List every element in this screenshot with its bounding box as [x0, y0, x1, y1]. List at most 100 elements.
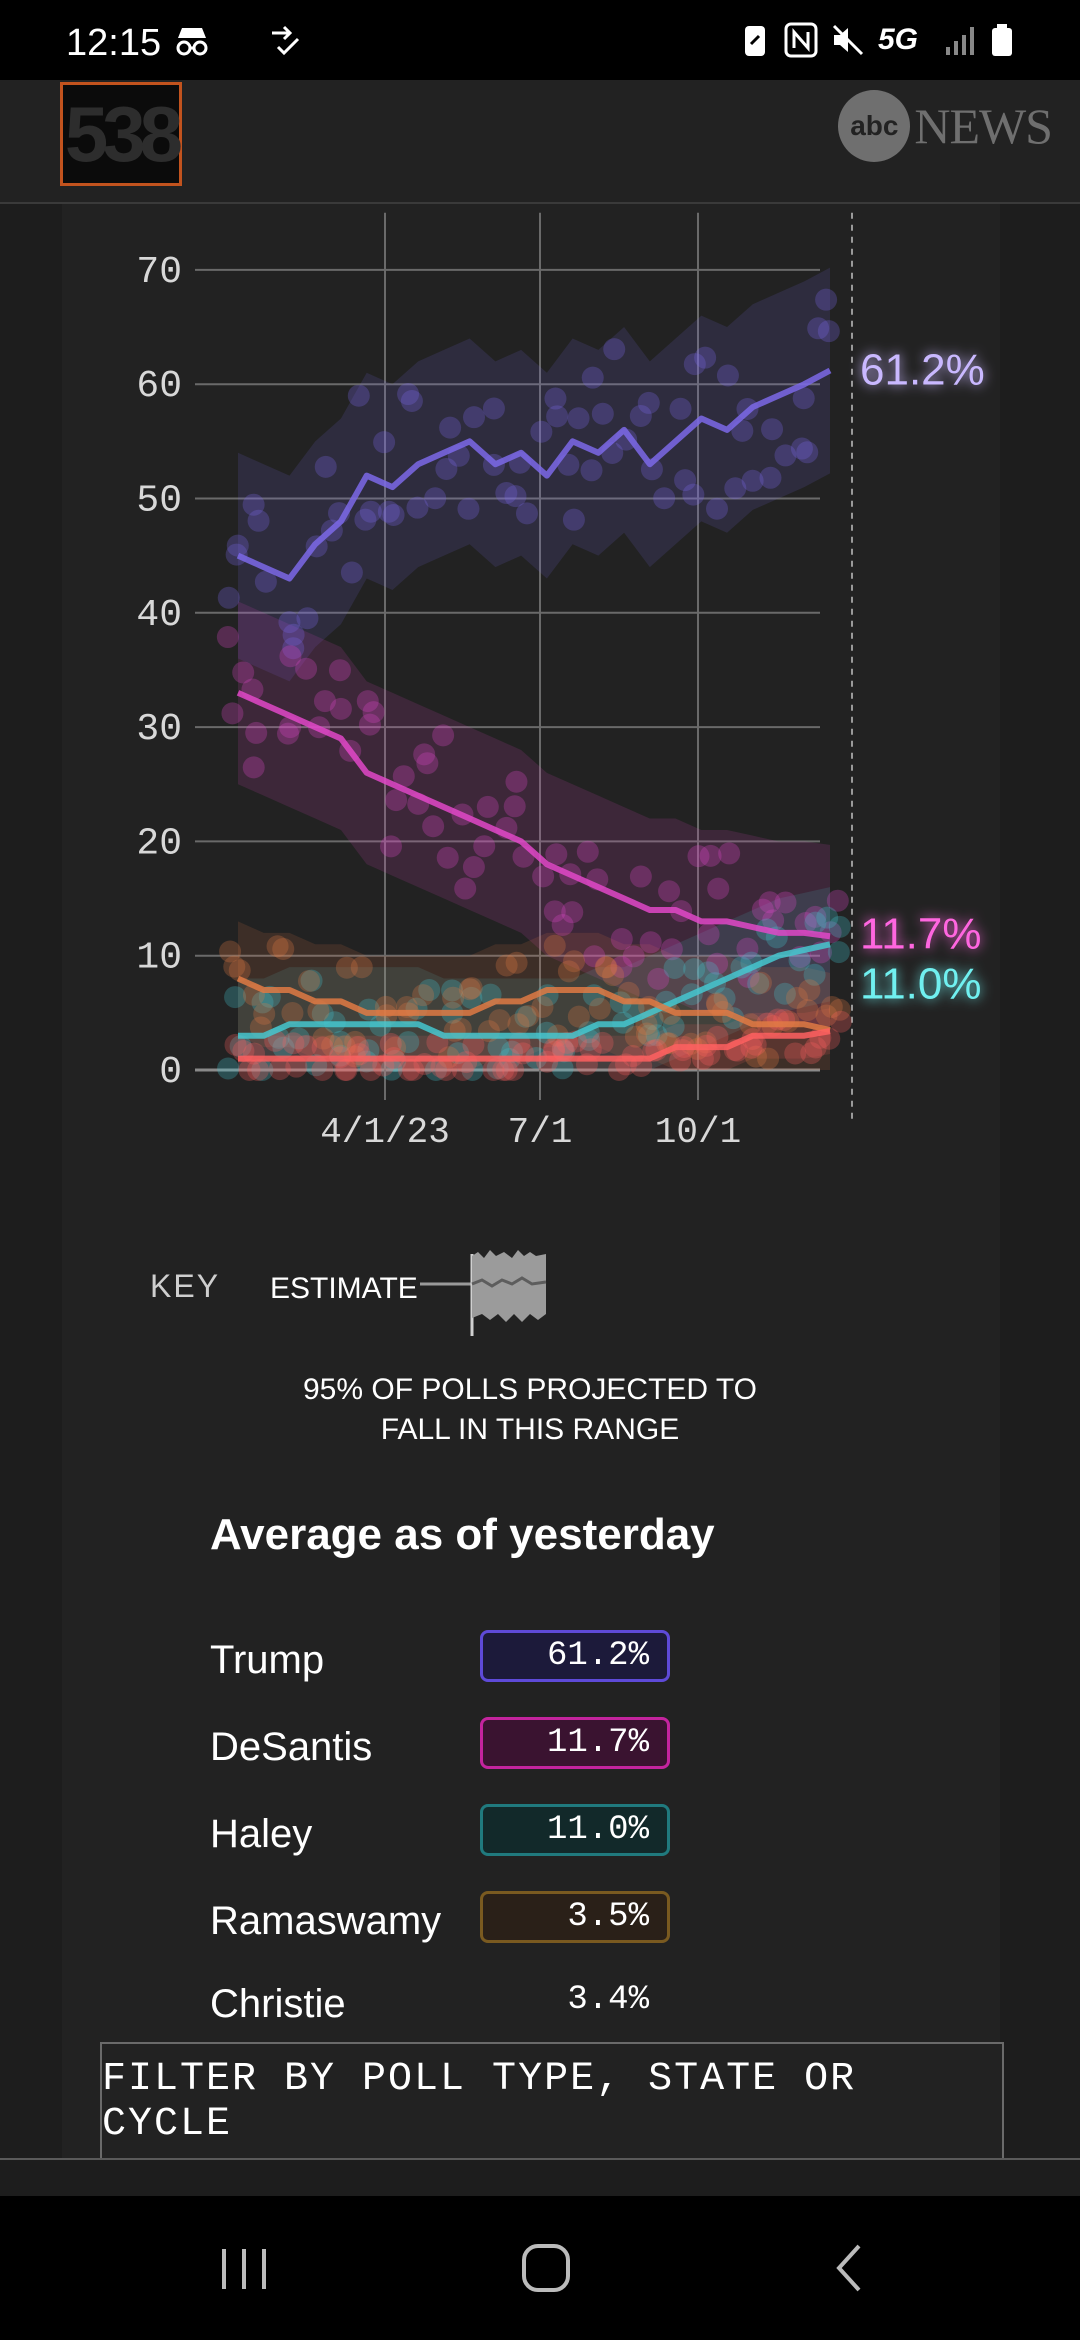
home-button[interactable]: [506, 2236, 586, 2300]
poll-dot-christie: [295, 1034, 318, 1057]
poll-dot-haley: [229, 1035, 252, 1058]
poll-dot-haley: [287, 1027, 310, 1050]
chart-grid: [195, 212, 853, 1120]
poll-dot-ramaswamy: [635, 1022, 658, 1045]
chart-series-lines: [236, 367, 832, 1062]
abc-news-text: NEWS: [914, 98, 1053, 154]
poll-dot-trump: [226, 534, 249, 557]
poll-dot-desantis: [416, 752, 439, 775]
poll-dot-desantis: [551, 913, 574, 936]
poll-dot-haley: [683, 958, 706, 981]
poll-dot-trump: [406, 496, 429, 519]
poll-dot-desantis: [392, 765, 415, 788]
poll-dot-trump: [694, 346, 717, 369]
poll-dot-trump: [796, 441, 819, 464]
poll-dot-trump: [637, 391, 660, 414]
poll-dot-christie: [224, 1033, 247, 1056]
recent-apps-icon: [222, 2249, 266, 2289]
x-tick-label: 7/1: [508, 1112, 573, 1153]
poll-dot-trump: [340, 561, 363, 584]
poll-dot-ramaswamy: [335, 956, 358, 979]
end-label-haley: 11.0%: [860, 959, 982, 1008]
polling-average-chart: 61.2% 11.7%11.0% 0 10 20 30 40 50 60 70 4/1/23 7/1…: [136, 212, 985, 1153]
poll-dot-desantis: [476, 795, 499, 818]
poll-dot-desantis: [221, 702, 244, 725]
poll-dot-desantis: [462, 856, 485, 879]
poll-dot-trump: [546, 405, 569, 428]
section-divider: [0, 2158, 1080, 2160]
poll-dot-haley: [224, 986, 247, 1009]
poll-dot-christie: [379, 1032, 402, 1055]
network-type: 5G: [878, 23, 919, 56]
recent-apps-button[interactable]: [204, 2236, 284, 2300]
poll-dot-ramaswamy: [350, 956, 373, 979]
poll-dot-ramaswamy: [602, 964, 625, 987]
poll-dot-desantis: [647, 967, 670, 990]
poll-dot-christie: [282, 1032, 305, 1055]
filter-button[interactable]: FILTER BY POLL TYPE, STATE OR CYCLE: [100, 2042, 1004, 2160]
poll-dot-ramaswamy: [594, 956, 617, 979]
poll-dot-trump: [544, 387, 567, 410]
poll-dot-christie: [348, 1043, 371, 1066]
poll-dot-haley: [551, 1038, 574, 1061]
poll-dot-christie: [247, 1059, 270, 1081]
poll-dot-trump: [792, 387, 815, 410]
averages-title: Average as of yesterday: [210, 1510, 715, 1559]
poll-dot-christie: [397, 1059, 420, 1081]
poll-dot-desantis: [454, 877, 477, 900]
poll-dot-trump: [377, 500, 400, 523]
poll-dot-ramaswamy: [517, 1004, 540, 1027]
poll-dot-haley: [773, 982, 796, 1005]
poll-dot-haley: [697, 961, 720, 984]
poll-dot-christie: [706, 1025, 729, 1048]
poll-dot-trump: [761, 418, 784, 441]
band-desantis: [238, 601, 830, 1028]
poll-dot-desantis: [328, 659, 351, 682]
estimate-line-ramaswamy: [236, 975, 831, 1033]
poll-dot-haley: [804, 911, 827, 934]
poll-dot-christie: [543, 1037, 566, 1060]
poll-dot-ramaswamy: [595, 956, 618, 979]
poll-dot-haley: [486, 1057, 509, 1080]
poll-dot-desantis: [216, 626, 239, 649]
poll-dot-ramaswamy: [495, 954, 518, 977]
nfc-icon: [784, 20, 818, 60]
poll-dot-trump: [397, 383, 420, 406]
poll-dot-trump: [314, 455, 337, 478]
poll-dot-desantis: [295, 657, 318, 680]
end-label-desantis: 11.7%: [860, 909, 982, 958]
poll-dot-trump: [462, 406, 485, 429]
candidate-name: Haley: [210, 1812, 313, 1856]
poll-dot-trump: [530, 420, 553, 443]
logo-538[interactable]: 538: [60, 82, 183, 186]
poll-dot-trump: [706, 497, 729, 520]
average-row-desantis: DeSantis 11.7%: [210, 1717, 730, 1777]
poll-dot-desantis: [660, 938, 683, 961]
poll-dot-desantis: [313, 690, 336, 713]
page-bottom-strip: [0, 2160, 1080, 2196]
poll-dot-christie: [311, 1036, 334, 1059]
poll-dot-desantis: [610, 956, 633, 979]
y-tick-label: 10: [136, 937, 182, 980]
poll-dot-ramaswamy: [281, 1002, 304, 1025]
poll-dot-ramaswamy: [624, 1025, 647, 1048]
abc-news-logo[interactable]: abc NEWS: [838, 90, 1053, 162]
poll-dot-haley: [578, 1028, 601, 1051]
poll-dot-ramaswamy: [344, 1030, 367, 1053]
poll-dot-ramaswamy: [815, 1004, 838, 1027]
poll-dot-haley: [424, 1059, 447, 1081]
poll-dot-christie: [451, 1059, 474, 1081]
poll-dot-haley: [663, 956, 686, 979]
poll-dot-trump: [774, 444, 797, 467]
status-time: 12:15: [66, 22, 162, 64]
poll-dot-ramaswamy: [333, 1035, 356, 1058]
y-tick-label: 70: [136, 251, 182, 294]
poll-dot-christie: [335, 1059, 358, 1081]
poll-dot-desantis: [245, 721, 268, 744]
poll-dot-desantis: [718, 842, 741, 865]
poll-dot-haley: [217, 1057, 240, 1080]
poll-dot-trump: [359, 500, 382, 523]
back-button[interactable]: [810, 2236, 890, 2300]
poll-dot-ramaswamy: [312, 1027, 335, 1050]
average-row-christie: Christie 3.4%: [210, 1974, 730, 2034]
